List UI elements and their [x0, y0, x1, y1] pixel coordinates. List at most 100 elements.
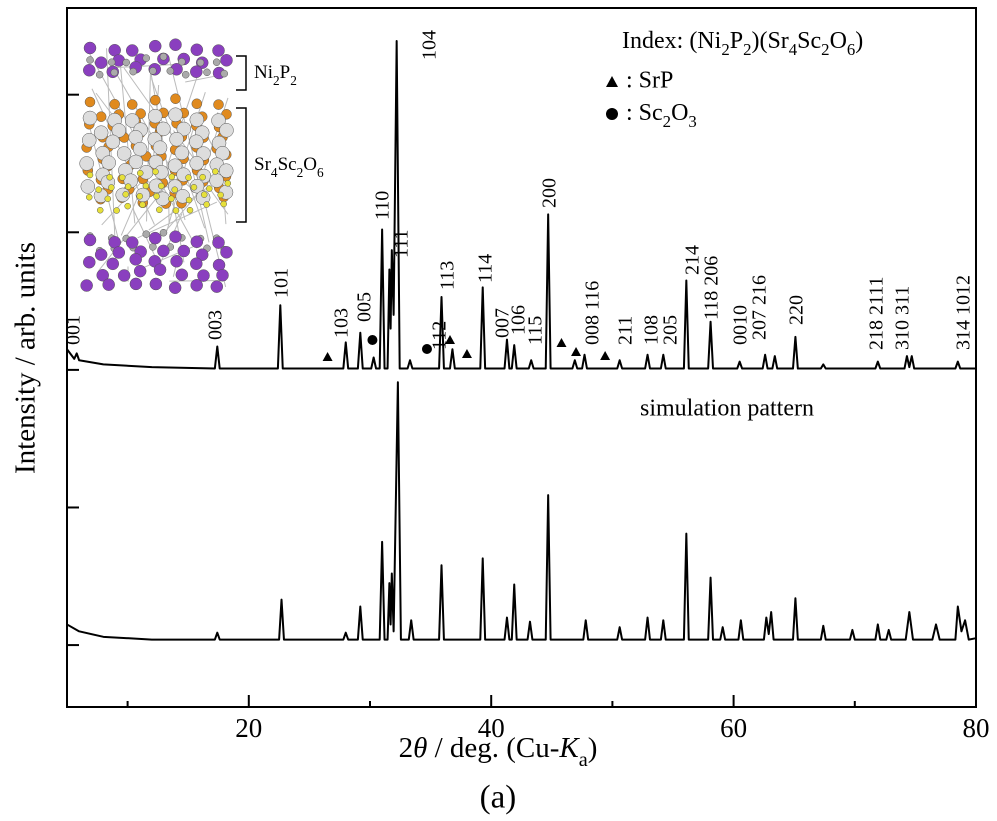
atom	[157, 245, 169, 257]
atom	[170, 94, 180, 104]
peak-label: 115	[525, 316, 547, 345]
atom	[213, 45, 225, 57]
peak-label: 103	[331, 308, 353, 338]
atom	[107, 174, 113, 180]
atom	[171, 255, 183, 267]
peak-label: 205	[660, 315, 682, 345]
atom	[114, 208, 120, 214]
atom	[95, 249, 107, 261]
atom	[213, 59, 220, 66]
atom	[118, 270, 130, 282]
atom	[206, 186, 212, 192]
atom	[220, 54, 232, 66]
peak-label: 111	[391, 229, 413, 258]
legend-triangle	[606, 76, 618, 87]
atom	[190, 113, 204, 127]
atom	[197, 59, 204, 66]
page: {"chart_data": { "type": "line", "xlabel…	[0, 0, 997, 821]
atom	[169, 39, 181, 51]
srp-marker	[323, 352, 333, 361]
x-tick-label: 60	[720, 713, 747, 743]
legend-index: Index: (Ni2P2)(Sr4Sc2O6)	[622, 28, 863, 60]
peak-label: 310 311	[892, 286, 914, 350]
srp-marker	[571, 347, 581, 356]
structure-inset	[80, 39, 234, 294]
atom	[87, 172, 93, 178]
peak-label: 003	[205, 310, 227, 340]
atom	[133, 142, 147, 156]
peak-label: 207 216	[749, 275, 771, 340]
atom	[96, 187, 102, 193]
peak-label: 314 1012	[953, 275, 975, 350]
atom	[214, 100, 224, 110]
atom	[176, 269, 188, 281]
atom	[190, 258, 202, 270]
atom	[219, 123, 233, 137]
atom	[218, 192, 224, 198]
peak-label: 112	[429, 321, 451, 350]
peak-label: 118 206	[701, 256, 723, 320]
atom	[211, 281, 223, 293]
atom	[148, 109, 162, 123]
atom	[119, 175, 125, 181]
atom	[169, 282, 181, 294]
atom	[191, 44, 203, 56]
peak-label: 008 116	[582, 281, 604, 345]
atom	[154, 193, 160, 199]
atom	[110, 99, 120, 109]
pattern-line	[67, 382, 976, 639]
atom	[137, 170, 143, 176]
atom	[143, 231, 150, 238]
atom	[127, 100, 137, 110]
structure-label: Ni2P2	[254, 62, 297, 87]
atom	[191, 279, 203, 291]
legend-circle	[606, 108, 618, 120]
atom	[107, 258, 119, 270]
atom	[173, 208, 179, 214]
atom	[137, 193, 143, 199]
atom	[81, 279, 93, 291]
atom	[82, 133, 96, 147]
sc2o3-marker	[367, 335, 377, 345]
peak-label: 101	[271, 268, 293, 298]
atom	[149, 40, 161, 52]
atom	[160, 229, 167, 236]
srp-marker	[600, 351, 610, 360]
bracket	[236, 108, 246, 222]
atom	[158, 183, 164, 189]
atom	[83, 256, 95, 268]
peak-label: 200	[539, 178, 561, 208]
atom	[106, 135, 120, 149]
atom	[175, 146, 189, 160]
atom	[153, 141, 167, 155]
atom	[117, 147, 131, 161]
x-tick-label: 20	[235, 713, 262, 743]
atom	[81, 180, 95, 194]
atom	[150, 278, 162, 290]
srp-marker	[556, 338, 566, 347]
atom	[126, 45, 138, 57]
atom	[149, 67, 156, 74]
atom	[83, 64, 95, 76]
peak-label: 001	[63, 315, 85, 345]
atom	[192, 99, 202, 109]
peak-label: 104	[419, 30, 441, 60]
atom	[167, 67, 174, 74]
panel-label: (a)	[480, 780, 517, 816]
atom	[108, 59, 115, 66]
x-tick-label: 80	[963, 713, 990, 743]
atom	[210, 174, 224, 188]
atom	[170, 132, 184, 146]
atom	[168, 196, 174, 202]
atom	[178, 245, 190, 257]
atom	[186, 197, 192, 203]
atom	[191, 184, 197, 190]
atom	[149, 243, 156, 250]
atom	[130, 253, 142, 265]
peak-label: 114	[475, 254, 497, 283]
sc2o3-marker	[422, 344, 432, 354]
srp-marker	[462, 349, 472, 358]
chart: 2θ / deg. (Cu-Ka) Intensity / arb. units…	[0, 0, 997, 821]
atom	[140, 202, 146, 208]
atom	[130, 278, 142, 290]
